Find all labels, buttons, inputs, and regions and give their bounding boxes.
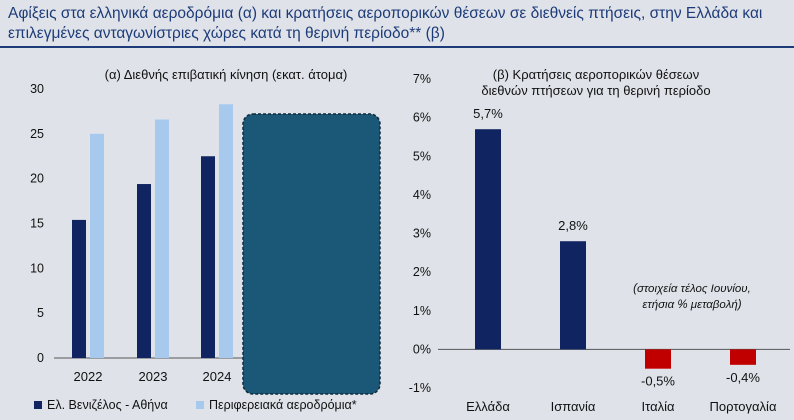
chart-a-y-tick-label: 10 bbox=[30, 261, 44, 275]
chart-b-title: (β) Κρατήσεις αεροπορικών θέσεων bbox=[493, 67, 699, 82]
chart-b-annotation: (στοιχεία τέλος Ιουνίου, bbox=[633, 283, 751, 295]
title-divider bbox=[0, 46, 794, 48]
chart-a-x-tick-label: 2024 bbox=[203, 369, 232, 384]
chart-a-legend-label: Περιφερειακά αεροδρόμια* bbox=[209, 398, 357, 412]
chart-b-bar bbox=[560, 241, 586, 350]
chart-a: (α) Διεθνής επιβατική κίνηση (εκατ. άτομ… bbox=[30, 67, 381, 412]
chart-b-data-label: -0,5% bbox=[641, 374, 675, 389]
chart-a-title: (α) Διεθνής επιβατική κίνηση (εκατ. άτομ… bbox=[105, 67, 348, 82]
chart-b-x-tick-label: Πορτογαλία bbox=[710, 399, 777, 414]
chart-b-data-label: 2,8% bbox=[558, 218, 588, 233]
chart-b-y-tick-label: 2% bbox=[413, 265, 431, 279]
chart-b-bar bbox=[730, 349, 756, 365]
chart-b-x-tick-label: Ιταλία bbox=[642, 399, 675, 414]
chart-a-bar-athens bbox=[72, 219, 86, 358]
chart-a-bar-regional bbox=[90, 133, 104, 358]
chart-b-annotation: ετήσια % μεταβολή) bbox=[642, 299, 741, 311]
chart-a-legend-swatch-regional bbox=[196, 401, 204, 409]
chart-b-y-tick-label: -1% bbox=[409, 381, 431, 395]
chart-b-data-label: -0,4% bbox=[726, 370, 760, 385]
chart-a-legend-label: Ελ. Βενιζέλος - Αθήνα bbox=[47, 398, 168, 412]
chart-b-bar bbox=[475, 129, 501, 350]
chart-a-y-tick-label: 25 bbox=[30, 127, 44, 141]
figure-title: Αφίξεις στα ελληνικά αεροδρόμια (α) και … bbox=[8, 5, 763, 42]
chart-a-y-tick-label: 20 bbox=[30, 172, 44, 186]
chart-a-bar-regional bbox=[219, 104, 233, 358]
chart-b-x-tick-label: Ελλάδα bbox=[466, 399, 510, 414]
chart-b: (β) Κρατήσεις αεροπορικών θέσεωνδιεθνών … bbox=[409, 67, 790, 414]
chart-b-title: διεθνών πτήσεων για τη θερινή περίοδο bbox=[481, 83, 710, 98]
chart-a-y-tick-label: 0 bbox=[37, 351, 44, 365]
chart-b-y-tick-label: 0% bbox=[413, 342, 431, 356]
chart-a-x-tick-label: 2023 bbox=[139, 369, 168, 384]
chart-a-bar-athens bbox=[201, 156, 215, 358]
chart-b-x-tick-label: Ισπανία bbox=[551, 399, 596, 414]
chart-b-y-tick-label: 4% bbox=[413, 188, 431, 202]
chart-a-y-tick-label: 15 bbox=[30, 217, 44, 231]
chart-b-y-tick-label: 6% bbox=[413, 111, 431, 125]
chart-a-bar-regional bbox=[155, 119, 169, 358]
chart-a-y-tick-label: 5 bbox=[37, 306, 44, 320]
chart-b-y-tick-label: 5% bbox=[413, 149, 431, 163]
chart-b-y-tick-label: 1% bbox=[413, 304, 431, 318]
chart-b-y-tick-label: 3% bbox=[413, 227, 431, 241]
chart-a-legend-swatch-athens bbox=[34, 401, 42, 409]
chart-a-bar-athens bbox=[137, 184, 151, 358]
chart-a-y-tick-label: 30 bbox=[30, 82, 44, 96]
chart-b-y-tick-label: 7% bbox=[413, 72, 431, 86]
chart-b-bar bbox=[645, 349, 671, 369]
chart-a-x-tick-label: 2022 bbox=[74, 369, 103, 384]
chart-b-data-label: 5,7% bbox=[473, 106, 503, 121]
chart-a-overlay-block bbox=[242, 113, 381, 395]
